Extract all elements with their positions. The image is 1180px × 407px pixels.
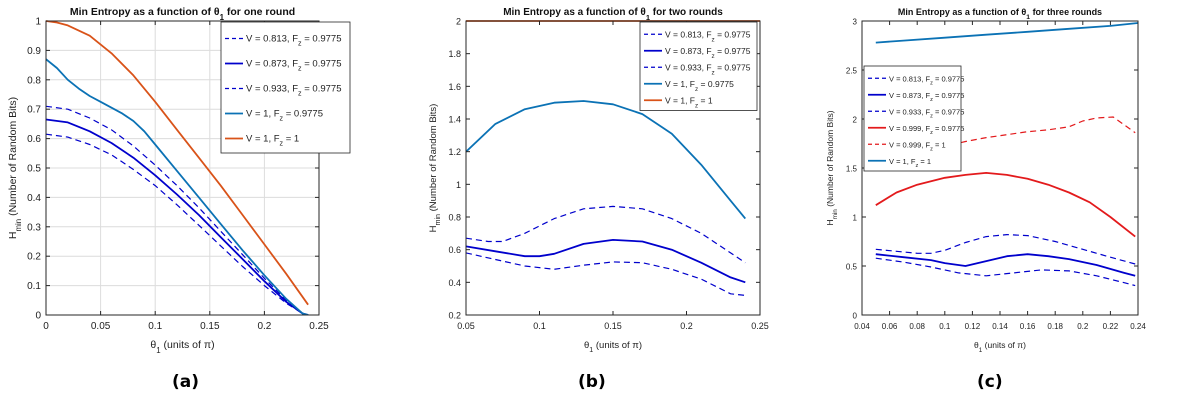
series-line-1 bbox=[46, 133, 309, 315]
y-tick-label: 3 bbox=[853, 18, 858, 27]
y-tick-label: 0.8 bbox=[27, 75, 41, 86]
series-group bbox=[46, 20, 309, 315]
series-line-4 bbox=[466, 100, 746, 220]
x-tick-label: 0.05 bbox=[91, 321, 111, 332]
x-axis-label: θ1 (units of π) bbox=[584, 340, 642, 354]
y-tick-label: 1.8 bbox=[448, 49, 461, 59]
x-tick-label: 0.06 bbox=[882, 322, 898, 331]
x-tick-label: 0.1 bbox=[533, 321, 546, 331]
panel-label-b: (b) bbox=[578, 372, 606, 392]
series-line-5 bbox=[875, 116, 1136, 171]
series-line-4 bbox=[875, 172, 1136, 238]
x-tick-label: 0.2 bbox=[257, 321, 271, 332]
x-tick-label: 0.25 bbox=[751, 321, 769, 331]
y-tick-label: 1 bbox=[35, 17, 41, 28]
y-tick-label: 0 bbox=[35, 311, 41, 322]
y-axis-label: Hmin (Number of Random Bits) bbox=[7, 97, 23, 239]
legend-entry: V = 1, Fz = 1 bbox=[246, 134, 299, 148]
series-line-3 bbox=[466, 205, 746, 264]
y-tick-label: 1.5 bbox=[846, 165, 858, 174]
y-tick-label: 0.9 bbox=[27, 46, 41, 57]
y-tick-label: 0.1 bbox=[27, 281, 41, 292]
legend-entry: V = 1, Fz = 0.9775 bbox=[246, 109, 323, 123]
y-axis-label: Hmin (Number of Random Bits) bbox=[428, 104, 442, 233]
x-tick-label: 0.05 bbox=[457, 321, 475, 331]
y-tick-label: 0.4 bbox=[448, 278, 461, 288]
series-line-1 bbox=[466, 252, 746, 296]
legend: V = 0.813, Fz = 0.9775 V = 0.873, Fz = 0.… bbox=[220, 21, 351, 154]
chart-title: Min Entropy as a function of θ1 for two … bbox=[503, 7, 723, 22]
chart-title: Min Entropy as a function of θ1 for thre… bbox=[898, 7, 1102, 21]
y-tick-label: 1.2 bbox=[448, 147, 461, 157]
x-tick-label: 0.04 bbox=[854, 322, 870, 331]
x-tick-label: 0.1 bbox=[148, 321, 162, 332]
legend-box bbox=[220, 21, 351, 154]
x-tick-label: 0.25 bbox=[309, 321, 329, 332]
y-tick-label: 0.4 bbox=[27, 193, 41, 204]
panel-label-a: (a) bbox=[172, 372, 200, 392]
x-tick-label: 0.12 bbox=[965, 322, 981, 331]
legend-box bbox=[863, 65, 962, 172]
x-tick-label: 0.22 bbox=[1103, 322, 1119, 331]
x-tick-label: 0.2 bbox=[1077, 322, 1089, 331]
y-tick-label: 2 bbox=[853, 116, 858, 125]
x-axis-label: θ1 (units of π) bbox=[150, 339, 214, 355]
y-tick-label: 1.6 bbox=[448, 82, 461, 92]
y-tick-label: 1 bbox=[456, 180, 461, 190]
y-tick-label: 0.2 bbox=[27, 252, 41, 263]
y-tick-label: 1.4 bbox=[448, 115, 461, 125]
series-line-1 bbox=[875, 257, 1136, 287]
y-tick-label: 0.2 bbox=[448, 311, 461, 321]
y-tick-label: 0.6 bbox=[448, 245, 461, 255]
series-line-3 bbox=[875, 234, 1136, 265]
series-line-2 bbox=[466, 239, 746, 284]
y-axis-label: Hmin (Number of Random Bits) bbox=[825, 110, 839, 225]
x-tick-label: 0.08 bbox=[909, 322, 925, 331]
x-tick-label: 0.18 bbox=[1047, 322, 1063, 331]
y-tick-label: 2.5 bbox=[846, 67, 858, 76]
x-tick-label: 0 bbox=[43, 321, 49, 332]
y-tick-label: 0.5 bbox=[846, 263, 858, 272]
legend-box bbox=[639, 21, 758, 111]
y-tick-label: 0.8 bbox=[448, 213, 461, 223]
y-tick-label: 2 bbox=[456, 17, 461, 27]
y-tick-label: 0.7 bbox=[27, 105, 41, 116]
legend-entry: V = 0.933, Fz = 0.9775 bbox=[246, 84, 341, 98]
series-line-2 bbox=[875, 253, 1136, 277]
x-tick-label: 0.1 bbox=[939, 322, 951, 331]
chart-panel-3: 0.04 0.06 0.08 0.1 0.12 0.14 0.16 0.18 0.2 0.22 0.… bbox=[825, 7, 1146, 354]
legend-entry: V = 0.813, Fz = 0.9775 bbox=[246, 34, 341, 48]
y-tick-label: 0.3 bbox=[27, 222, 41, 233]
x-axis-label: θ1 (units of π) bbox=[974, 340, 1026, 354]
series-line-4 bbox=[46, 58, 309, 315]
series-line-6 bbox=[875, 22, 1138, 44]
chart-panel-2: 0.05 0.1 0.15 0.2 0.25 0.2 0.4 0.6 0.8 1 1.2 1.4 1.6… bbox=[428, 7, 769, 354]
legend-entry: V = 0.873, Fz = 0.9775 bbox=[246, 59, 341, 73]
y-tick-label: 0.6 bbox=[27, 134, 41, 145]
x-tick-label: 0.24 bbox=[1130, 322, 1146, 331]
y-tick-label: 0.5 bbox=[27, 164, 41, 175]
x-tick-label: 0.2 bbox=[680, 321, 693, 331]
x-tick-label: 0.15 bbox=[200, 321, 220, 332]
x-tick-label: 0.14 bbox=[992, 322, 1008, 331]
series-line-2 bbox=[46, 118, 309, 315]
series-line-3 bbox=[46, 105, 309, 315]
series-group bbox=[875, 22, 1138, 287]
x-tick-label: 0.16 bbox=[1020, 322, 1036, 331]
x-tick-label: 0.15 bbox=[604, 321, 622, 331]
chart-panel-1: 0 0.05 0.1 0.15 0.2 0.25 0 0.1 0.2 0.3 0.4 0.5 0.6 0.… bbox=[7, 6, 351, 355]
chart-title: Min Entropy as a function of θ1 for one … bbox=[70, 6, 295, 22]
y-tick-label: 1 bbox=[853, 214, 858, 223]
panel-label-c: (c) bbox=[977, 372, 1003, 392]
grid bbox=[45, 20, 320, 316]
y-tick-label: 0 bbox=[853, 312, 858, 321]
series-line-5 bbox=[46, 20, 309, 306]
